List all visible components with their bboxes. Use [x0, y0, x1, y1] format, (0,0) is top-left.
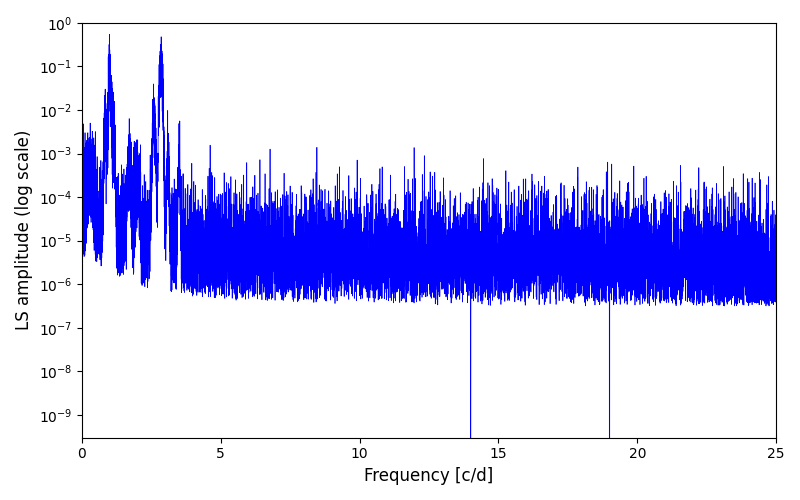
X-axis label: Frequency [c/d]: Frequency [c/d]	[364, 467, 494, 485]
Y-axis label: LS amplitude (log scale): LS amplitude (log scale)	[15, 130, 33, 330]
